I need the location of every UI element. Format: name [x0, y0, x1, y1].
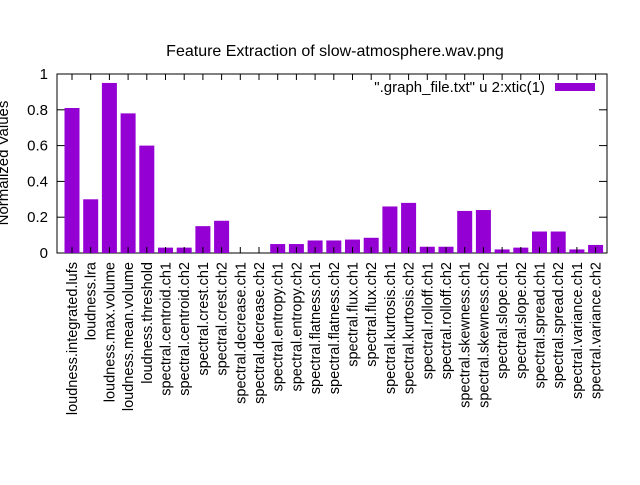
- bar: [120, 113, 136, 253]
- bar: [475, 210, 491, 253]
- x-tick-label: loudness.integrated.lufs: [65, 262, 81, 415]
- y-tick-label: 1: [40, 66, 48, 83]
- x-tick-label: spectral.kurtosis.ch2: [402, 262, 418, 394]
- x-tick-label: spectral.rolloff.ch2: [439, 262, 455, 379]
- bar: [532, 231, 547, 253]
- x-tick-label: spectral.flatness.ch1: [308, 262, 324, 394]
- bar: [550, 231, 566, 253]
- x-tick-label: loudness.max.volume: [102, 262, 118, 402]
- legend: ".graph_file.txt" u 2:xtic(1): [374, 79, 595, 96]
- x-tick-label: spectral.slope.ch2: [514, 262, 530, 379]
- x-tick-label: spectral.entropy.ch1: [271, 262, 287, 392]
- legend-swatch: [555, 83, 595, 91]
- bar: [345, 239, 360, 253]
- x-tick-label: spectral.spread.ch1: [533, 262, 549, 389]
- x-tick-label: spectral.spread.ch2: [551, 262, 567, 389]
- x-tick-label: spectral.variance.ch2: [589, 262, 605, 399]
- y-tick-label: 0.2: [27, 209, 48, 226]
- bar: [83, 199, 99, 253]
- x-tick-label: spectral.variance.ch1: [570, 262, 586, 399]
- x-tick-label: spectral.flux.ch2: [364, 262, 380, 367]
- x-tick-label: spectral.flux.ch1: [346, 262, 362, 367]
- y-axis: 0 0.2 0.4 0.6 0.8 1: [27, 66, 607, 262]
- y-tick-label: 0.8: [27, 102, 48, 119]
- x-tick-label: spectral.decrease.ch1: [233, 262, 249, 404]
- x-tick-label: spectral.crest.ch2: [215, 262, 231, 376]
- legend-label: ".graph_file.txt" u 2:xtic(1): [374, 79, 545, 96]
- bar: [195, 226, 211, 253]
- x-tick-label: spectral.kurtosis.ch1: [383, 262, 399, 394]
- bar: [326, 240, 342, 253]
- x-tick-label: spectral.slope.ch1: [495, 262, 511, 379]
- x-tick-label: spectral.crest.ch1: [196, 262, 212, 376]
- bar: [363, 237, 379, 253]
- y-tick-label: 0.4: [27, 173, 48, 190]
- x-tick-label: spectral.rolloff.ch1: [420, 262, 436, 379]
- x-tick-label: spectral.skewness.ch2: [476, 262, 492, 408]
- x-tick-label: spectral.decrease.ch2: [252, 262, 268, 404]
- bar: [401, 202, 417, 253]
- bar: [101, 82, 117, 253]
- chart-title: Feature Extraction of slow-atmosphere.wa…: [166, 43, 504, 60]
- y-tick-label: 0: [40, 245, 48, 262]
- bar: [214, 220, 230, 253]
- bar: [457, 210, 473, 253]
- y-axis-label: Normalized Values: [0, 101, 12, 226]
- bar: [139, 145, 155, 253]
- bar: [64, 108, 80, 253]
- x-tick-label: loudness.lra: [84, 261, 100, 340]
- x-tick-label: spectral.entropy.ch2: [289, 262, 305, 392]
- bar: [382, 206, 398, 253]
- x-tick-label: spectral.centroid.ch2: [177, 262, 193, 396]
- x-tick-label: spectral.centroid.ch1: [159, 262, 175, 396]
- x-tick-label: spectral.flatness.ch2: [327, 262, 343, 394]
- bars: [64, 82, 604, 253]
- bar: [307, 240, 323, 253]
- y-tick-label: 0.6: [27, 138, 48, 155]
- x-tick-label: spectral.skewness.ch1: [458, 262, 474, 408]
- x-axis: loudness.integrated.lufs loudness.lra loud…: [65, 74, 605, 415]
- x-tick-label: loudness.mean.volume: [121, 262, 137, 411]
- x-tick-label: loudness.threshold: [140, 262, 156, 384]
